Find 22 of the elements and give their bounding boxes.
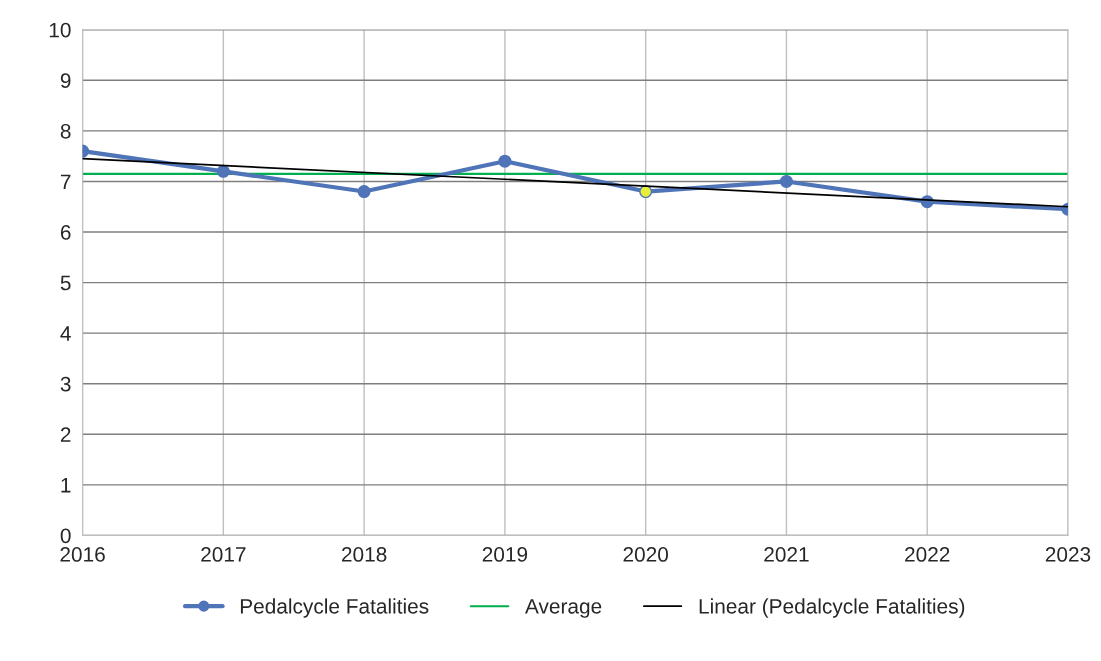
y-tick-label: 4 xyxy=(60,326,71,341)
y-tick-label: 9 xyxy=(60,73,71,89)
y-tick-label: 1 xyxy=(61,478,71,493)
y-tick-label: 7 xyxy=(60,174,71,189)
x-tick-label: 2018 xyxy=(341,547,387,562)
y-tick-label: 8 xyxy=(60,123,71,139)
y-tick-label: 5 xyxy=(60,275,71,291)
x-tick-label: 2016 xyxy=(60,547,105,562)
y-tick-label: 3 xyxy=(60,376,71,392)
y-tick-label: 10 xyxy=(49,22,71,38)
y-tick-label: 0 xyxy=(60,528,71,544)
legend-label: Pedalcycle Fatalities xyxy=(240,598,429,618)
x-tick-label: 2019 xyxy=(482,547,528,562)
y-tick-label: 2 xyxy=(60,427,71,442)
x-tick-label: 2021 xyxy=(764,547,809,562)
x-tick-label: 2020 xyxy=(623,547,669,562)
x-tick-label: 2017 xyxy=(201,547,246,562)
legend-label: Linear (Pedalcycle Fatalities) xyxy=(699,598,965,618)
y-tick-label: 6 xyxy=(60,225,71,240)
legend-label: Average xyxy=(525,599,602,618)
x-tick-label: 2022 xyxy=(905,547,950,562)
x-tick-label: 2023 xyxy=(1045,547,1091,562)
